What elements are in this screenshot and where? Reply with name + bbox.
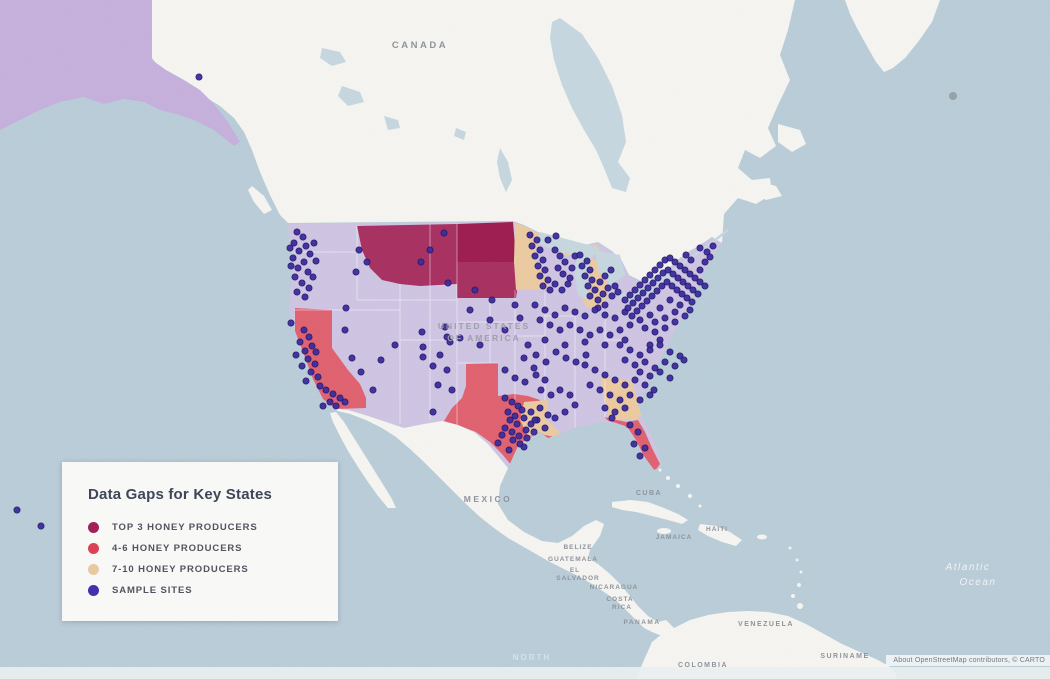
legend-item-label: 4-6 HONEY PRODUCERS [112, 543, 243, 554]
legend-item: SAMPLE SITES [88, 580, 338, 601]
legend-swatch [88, 543, 99, 554]
legend-swatch [88, 564, 99, 575]
legend-items: TOP 3 HONEY PRODUCERS 4-6 HONEY PRODUCERS… [88, 517, 338, 601]
legend-item-label: TOP 3 HONEY PRODUCERS [112, 522, 258, 533]
legend-swatch [88, 585, 99, 596]
legend-title: Data Gaps for Key States [88, 486, 273, 503]
legend-item: 4-6 HONEY PRODUCERS [88, 538, 338, 559]
map-attribution: About OpenStreetMap contributors, © CART… [886, 655, 1050, 666]
legend-swatch [88, 522, 99, 533]
page-edge-strip [0, 667, 1050, 679]
legend-item-label: SAMPLE SITES [112, 585, 193, 596]
legend-item: TOP 3 HONEY PRODUCERS [88, 517, 338, 538]
map-legend: Data Gaps for Key States TOP 3 HONEY PRO… [62, 462, 338, 621]
legend-item-label: 7-10 HONEY PRODUCERS [112, 564, 249, 575]
legend-item: 7-10 HONEY PRODUCERS [88, 559, 338, 580]
